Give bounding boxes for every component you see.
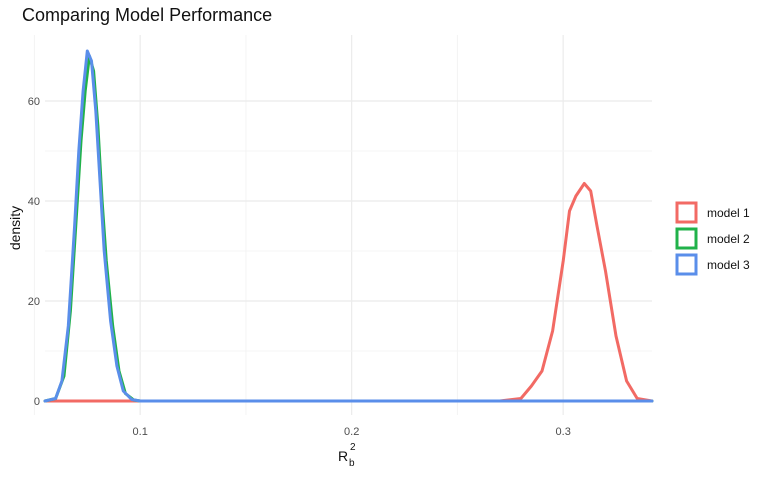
legend: model 1 model 2 model 3 bbox=[675, 201, 750, 276]
x-tick-label: 0.3 bbox=[556, 426, 571, 438]
series-line-model-2 bbox=[43, 54, 654, 403]
x-axis-label: R b 2 bbox=[338, 442, 356, 469]
chart-title: Comparing Model Performance bbox=[22, 5, 272, 25]
x-tick-label: 0.2 bbox=[344, 426, 359, 438]
x-axis-ticks: 0.1 0.2 0.3 bbox=[133, 426, 571, 438]
grid-lines bbox=[33, 35, 652, 415]
x-axis-label-superscript: 2 bbox=[350, 442, 356, 453]
y-tick-label: 40 bbox=[28, 196, 40, 208]
series-line-model-3 bbox=[43, 49, 654, 403]
y-axis-ticks: 0 20 40 60 bbox=[28, 96, 40, 408]
legend-label: model 3 bbox=[707, 258, 750, 272]
y-tick-label: 20 bbox=[28, 296, 40, 308]
series-line-model-1 bbox=[43, 182, 654, 403]
legend-label: model 2 bbox=[707, 232, 750, 246]
x-axis-label-base: R bbox=[338, 448, 348, 464]
series-lines bbox=[43, 49, 654, 403]
legend-swatch bbox=[675, 201, 698, 224]
legend-swatch bbox=[675, 253, 698, 276]
x-axis-label-subscript: b bbox=[349, 458, 355, 469]
legend-label: model 1 bbox=[707, 206, 750, 220]
x-tick-label: 0.1 bbox=[133, 426, 148, 438]
y-tick-label: 0 bbox=[34, 396, 40, 408]
legend-swatch bbox=[675, 227, 698, 250]
y-axis-label: density bbox=[7, 206, 23, 250]
y-tick-label: 60 bbox=[28, 96, 40, 108]
